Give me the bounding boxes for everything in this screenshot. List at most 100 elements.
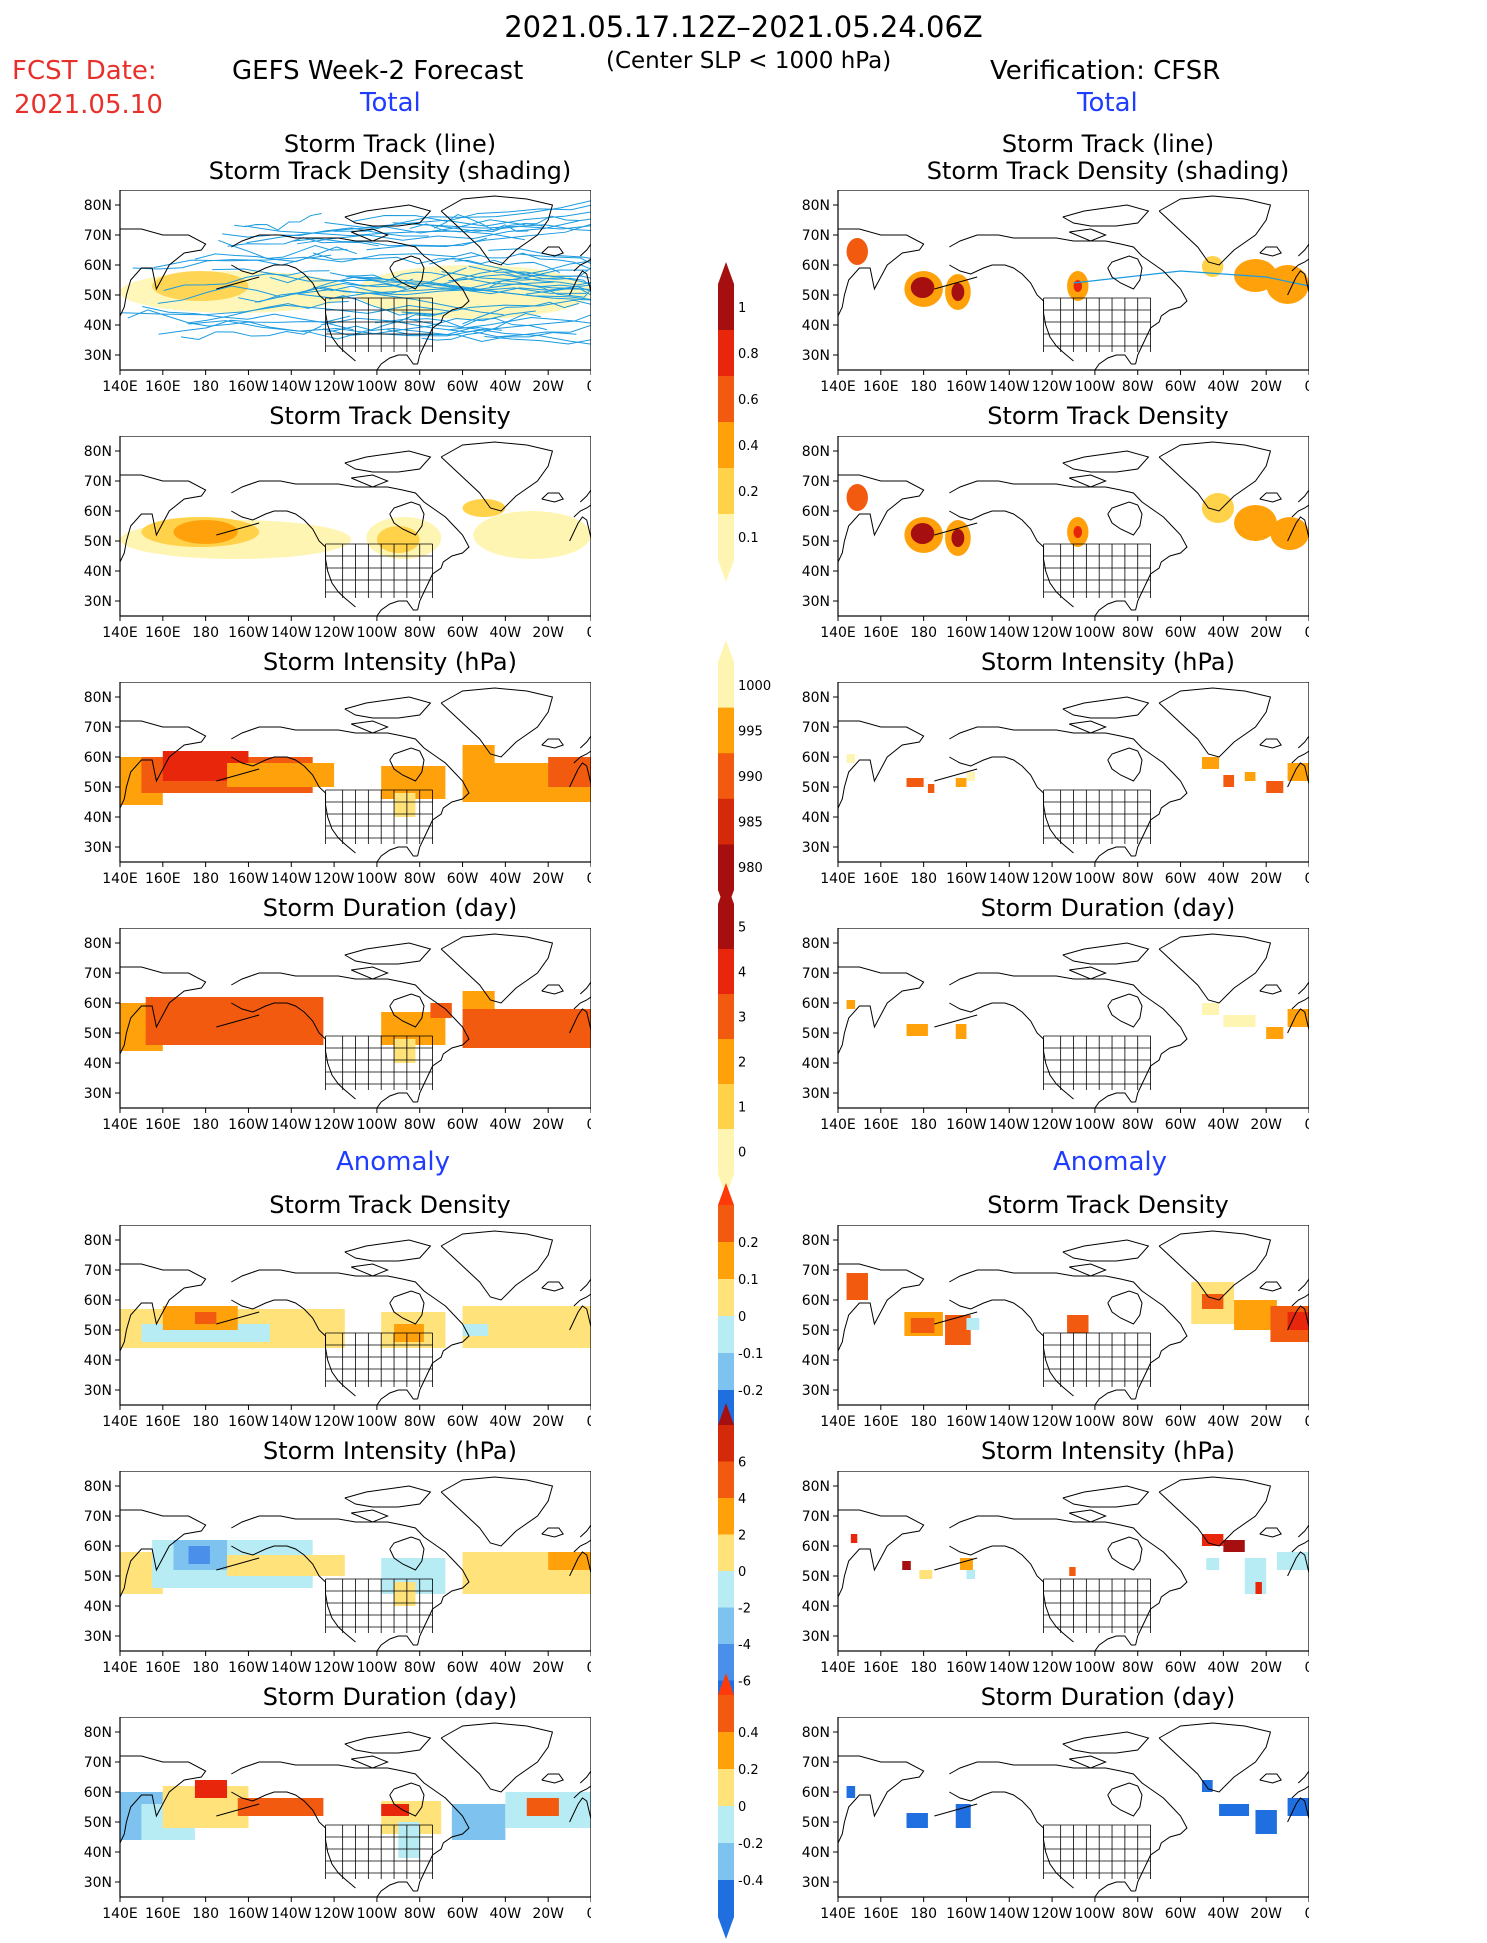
- lon-tick-label: 160W: [946, 1414, 987, 1430]
- lon-tick-label: 140W: [271, 625, 312, 641]
- lon-tick-label: 160E: [145, 871, 181, 887]
- lat-tick-label: 50N: [802, 780, 830, 796]
- lat-tick-label: 80N: [802, 1725, 830, 1741]
- map-frame: [119, 190, 591, 371]
- colorbar-swatch: [718, 1279, 734, 1317]
- r-track-title-1: Storm Track (line): [1001, 130, 1215, 158]
- lat-tick-label: 50N: [802, 1569, 830, 1585]
- panel-track-left-map: 80N 70N 60N 50N 40N 30N 140E 160E 180 160W 140W 120…: [84, 190, 591, 395]
- lon-tick-label: 60W: [1165, 625, 1197, 641]
- lat-tick-label: 50N: [802, 1815, 830, 1831]
- lon-tick-label: 20W: [532, 1906, 564, 1922]
- colorbar-level-label: 4: [738, 1492, 746, 1507]
- colorbar-level-label: -0.2: [738, 1384, 763, 1399]
- panel-track-left: 80N 70N 60N 50N 40N 30N 140E 160E 180 160W 140W 120…: [60, 190, 591, 403]
- lon-tick-label: 60W: [1165, 1906, 1197, 1922]
- colorbar-swatch: [718, 798, 734, 845]
- lon-tick-label: 160E: [863, 625, 899, 641]
- lon-tick-label: 20W: [1250, 1117, 1282, 1133]
- panel-anom-intensity-right-map: 80N 70N 60N 50N 40N 30N 140E 160E 180 160W 140W 120…: [802, 1471, 1309, 1676]
- lon-tick-label: 80W: [404, 1660, 436, 1676]
- lon-tick-label: 140W: [989, 1414, 1030, 1430]
- panel-anom-density-left-map: 80N 70N 60N 50N 40N 30N 140E 160E 180 160W 140W 120…: [84, 1225, 591, 1430]
- heatmap-field: [120, 200, 591, 345]
- right-column-title: Verification: CFSR: [990, 56, 1221, 86]
- colorbar-level-label: 0.8: [738, 347, 759, 362]
- lat-tick-label: 70N: [84, 720, 112, 736]
- lon-tick-label: 160E: [145, 1906, 181, 1922]
- lat-tick-label: 60N: [84, 1785, 112, 1801]
- criterion-text: (Center SLP < 1000 hPa): [606, 48, 892, 74]
- colorbar-level-label: 0: [738, 1310, 746, 1325]
- lon-tick-label: 180: [910, 871, 937, 887]
- heatmap-field: [846, 754, 1309, 793]
- lon-tick-label: 160W: [228, 625, 269, 641]
- lon-tick-label: 120W: [1032, 379, 1073, 395]
- lon-tick-label: 120W: [1032, 625, 1073, 641]
- panel-anom-duration-right-map: 80N 70N 60N 50N 40N 30N 140E 160E 180 160W 140W 120…: [802, 1717, 1309, 1922]
- lon-tick-label: 140E: [102, 1906, 138, 1922]
- lon-tick-label: 120W: [314, 379, 355, 395]
- lon-tick-label: 60W: [447, 625, 479, 641]
- lat-tick-label: 70N: [84, 1263, 112, 1279]
- lat-tick-label: 30N: [84, 348, 112, 364]
- lon-tick-label: 120W: [314, 1906, 355, 1922]
- lat-tick-label: 80N: [802, 1479, 830, 1495]
- colorbar-duration-anomaly: 0.4 0.2 0 -0.2 -0.4: [714, 1673, 794, 1943]
- colorbar-arrow-top: [718, 262, 734, 284]
- lat-tick-label: 80N: [84, 1725, 112, 1741]
- r-anom-duration-title: Storm Duration (day): [980, 1683, 1236, 1711]
- panel-track-right: 80N 70N 60N 50N 40N 30N 140E 160E 180 160W 140W 120…: [778, 190, 1309, 403]
- lon-tick-label: 140E: [102, 379, 138, 395]
- right-anomaly-label: Anomaly: [1053, 1147, 1168, 1177]
- lat-tick-label: 80N: [84, 444, 112, 460]
- lon-tick-label: 20W: [532, 379, 564, 395]
- lon-tick-label: 160E: [145, 625, 181, 641]
- lon-tick-label: 40W: [490, 1906, 522, 1922]
- lon-tick-label: 0: [1305, 625, 1309, 641]
- lon-tick-label: 160W: [946, 1906, 987, 1922]
- heatmap-field: [120, 1306, 591, 1348]
- lon-tick-label: 100W: [1075, 625, 1116, 641]
- coastline: [838, 1722, 1309, 1897]
- colorbar-arrow-top: [718, 882, 734, 904]
- lon-tick-label: 40W: [1208, 1660, 1240, 1676]
- colorbar-level-label: 1: [738, 1101, 746, 1116]
- lon-tick-label: 120W: [1032, 1906, 1073, 1922]
- left-anomaly-label: Anomaly: [336, 1147, 451, 1177]
- lat-tick-label: 60N: [802, 1785, 830, 1801]
- lat-tick-label: 80N: [84, 1233, 112, 1249]
- panel-density-right: 80N 70N 60N 50N 40N 30N 140E 160E 180 160W 140W 120…: [778, 436, 1309, 649]
- colorbar-arrow-top: [718, 640, 734, 662]
- panel-track-right-map: 80N 70N 60N 50N 40N 30N 140E 160E 180 160W 140W 120…: [802, 190, 1309, 395]
- left-column-title: GEFS Week-2 Forecast: [232, 56, 524, 86]
- lat-tick-label: 70N: [802, 1755, 830, 1771]
- fcst-label: FCST Date:: [12, 56, 157, 86]
- heatmap-field: [120, 991, 591, 1063]
- lon-tick-label: 20W: [1250, 1414, 1282, 1430]
- lat-tick-label: 70N: [84, 1755, 112, 1771]
- lon-tick-label: 0: [587, 871, 591, 887]
- lat-tick-label: 70N: [802, 1263, 830, 1279]
- lon-tick-label: 100W: [357, 1117, 398, 1133]
- lat-tick-label: 70N: [802, 228, 830, 244]
- lon-tick-label: 40W: [1208, 871, 1240, 887]
- lon-tick-label: 80W: [404, 1906, 436, 1922]
- lon-tick-label: 160E: [863, 1117, 899, 1133]
- colorbar-level-label: 980: [738, 861, 763, 876]
- lat-tick-label: 70N: [84, 228, 112, 244]
- lat-tick-label: 60N: [84, 1539, 112, 1555]
- lon-tick-label: 160E: [863, 379, 899, 395]
- lat-tick-label: 60N: [84, 1293, 112, 1309]
- lat-tick-label: 30N: [802, 1875, 830, 1891]
- panel-anom-intensity-left-map: 80N 70N 60N 50N 40N 30N 140E 160E 180 160W 140W 120…: [84, 1471, 591, 1676]
- lon-tick-label: 140W: [271, 1906, 312, 1922]
- map-frame: [837, 1717, 1309, 1898]
- colorbar-swatch: [718, 1806, 734, 1844]
- coastline: [120, 441, 591, 616]
- lat-tick-label: 70N: [84, 474, 112, 490]
- lon-tick-label: 0: [587, 1414, 591, 1430]
- coastline: [120, 1230, 591, 1405]
- lon-tick-label: 0: [587, 625, 591, 641]
- coastline: [120, 1722, 591, 1897]
